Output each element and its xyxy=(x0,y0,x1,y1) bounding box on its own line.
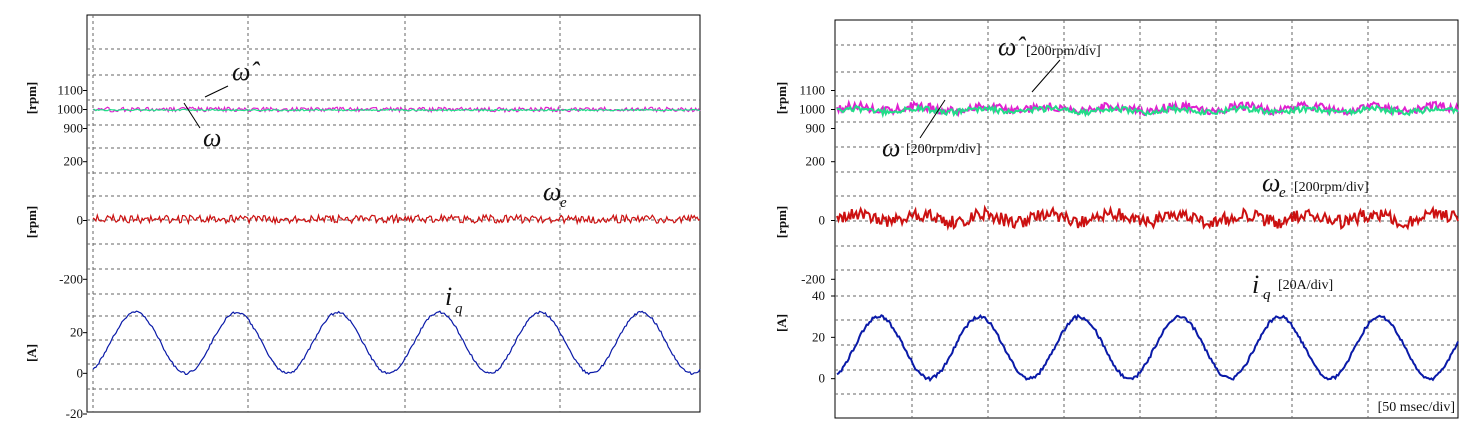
y-tick-label: 0 xyxy=(77,213,84,228)
left-leader-omega-hat xyxy=(204,85,229,98)
y-tick-label: 0 xyxy=(819,371,826,386)
series-line--1 xyxy=(92,108,701,112)
left-label-omega-e-sub: e xyxy=(560,195,567,211)
right-label-omega-e-sub: e xyxy=(1279,185,1286,201)
left-chart-frame xyxy=(86,14,701,413)
right-chart: 900 1000 1100 -200 0 200 0 20 40 [rpm] [rpm] [A]… xyxy=(774,19,1459,419)
right-time-scale-label: [50 msec/div] xyxy=(1378,400,1455,415)
series-line--1 xyxy=(836,103,1459,119)
right-chart-series xyxy=(836,99,1459,383)
series-line-e-2 xyxy=(836,204,1459,232)
right-chart-grid xyxy=(835,20,1458,418)
left-unit-label-speed: [rpm] xyxy=(24,82,39,115)
series-line-iq-3 xyxy=(836,313,1459,383)
right-unit-label-current: [A] xyxy=(774,314,789,332)
left-unit-label-error: [rpm] xyxy=(24,206,39,239)
right-label-omega-e: ω xyxy=(1262,168,1280,197)
right-leader-omega xyxy=(919,99,946,139)
right-label-omega-scale: [200rpm/div] xyxy=(906,142,981,157)
left-chart-series xyxy=(92,105,701,376)
left-leader-omega xyxy=(183,102,201,129)
series-line--1 xyxy=(92,105,701,114)
series-line-iq-3 xyxy=(92,310,701,376)
right-label-omega-hat: ω̂ xyxy=(998,32,1026,61)
left-label-omega: ω xyxy=(203,123,221,152)
y-tick-label: 200 xyxy=(806,154,826,169)
series-line-e-2 xyxy=(92,212,701,226)
y-tick-label: -20 xyxy=(66,406,83,421)
y-tick-label: 20 xyxy=(70,325,83,340)
right-unit-label-error: [rpm] xyxy=(774,206,789,239)
y-tick-label: 1100 xyxy=(57,83,83,98)
right-chart-ticks: 900 1000 1100 -200 0 200 0 20 40 xyxy=(799,83,835,386)
right-unit-label-speed: [rpm] xyxy=(774,82,789,115)
y-tick-label: 900 xyxy=(64,121,84,136)
right-leader-omega-hat xyxy=(1031,59,1061,93)
right-label-omega: ω xyxy=(882,133,900,162)
left-label-iq: i xyxy=(445,282,452,311)
y-tick-label: -200 xyxy=(801,271,825,286)
y-tick-label: -200 xyxy=(59,271,83,286)
right-label-iq-sub: q xyxy=(1263,287,1271,303)
left-chart-grid xyxy=(87,15,700,412)
y-tick-label: 0 xyxy=(77,365,84,380)
y-tick-label: 1000 xyxy=(799,102,825,117)
y-tick-label: 1000 xyxy=(57,102,83,117)
y-tick-label: 1100 xyxy=(799,83,825,98)
y-tick-label: 20 xyxy=(812,329,825,344)
left-label-omega-hat: ω̂ xyxy=(232,57,260,86)
left-label-omega-e: ω xyxy=(543,177,561,206)
y-tick-label: 900 xyxy=(806,121,826,136)
y-tick-label: 200 xyxy=(64,154,84,169)
y-tick-label: 40 xyxy=(812,288,825,303)
right-label-iq-scale: [20A/div] xyxy=(1278,278,1333,293)
right-label-omega-hat-scale: [200rpm/div] xyxy=(1026,44,1101,59)
left-label-iq-sub: q xyxy=(455,301,463,317)
right-label-iq: i xyxy=(1252,270,1259,299)
left-unit-label-current: [A] xyxy=(24,344,39,362)
right-label-omega-e-scale: [200rpm/div] xyxy=(1294,180,1369,195)
y-tick-label: 0 xyxy=(819,213,826,228)
